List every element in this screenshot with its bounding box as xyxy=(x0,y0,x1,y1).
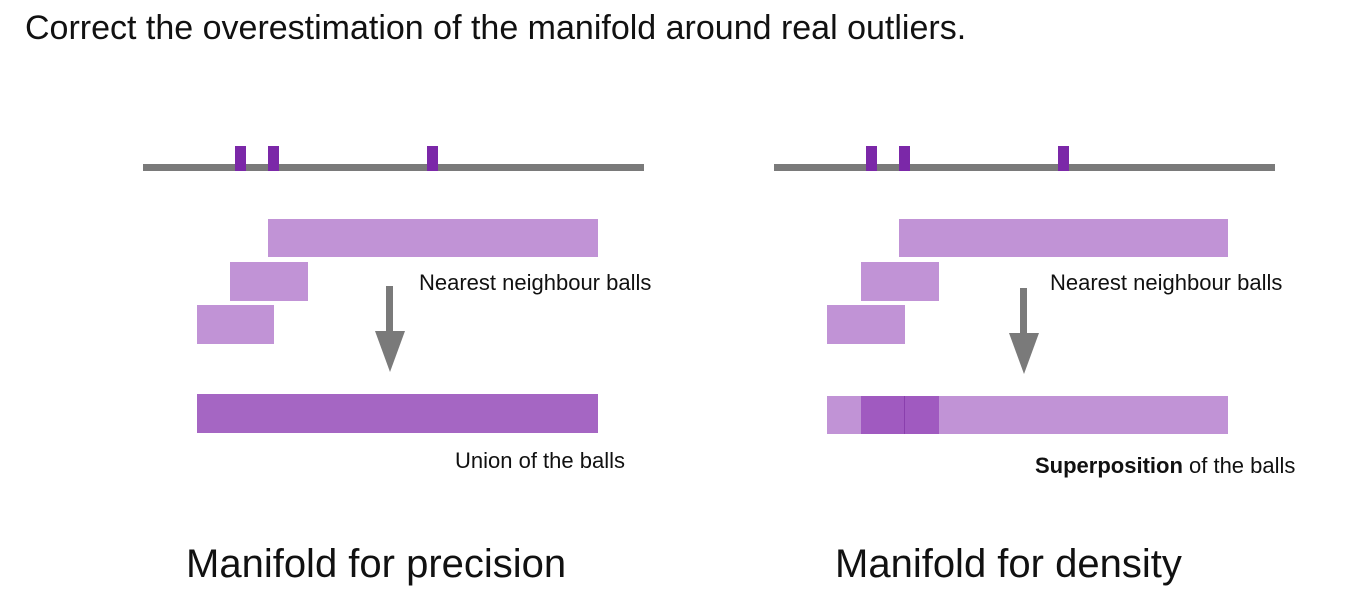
data-point-outlier xyxy=(1058,146,1069,171)
neighbour-ball xyxy=(861,262,939,301)
panel-caption: Manifold for density xyxy=(835,540,1182,588)
balls-label: Nearest neighbour balls xyxy=(1050,270,1282,296)
result-label-bold: Superposition xyxy=(1035,453,1183,478)
panel-caption: Manifold for precision xyxy=(186,540,566,588)
data-axis xyxy=(143,164,644,171)
result-label: Superposition of the balls xyxy=(1035,453,1295,479)
union-of-balls-bar xyxy=(197,394,598,433)
data-point xyxy=(235,146,246,171)
data-axis xyxy=(774,164,1275,171)
neighbour-ball xyxy=(899,219,1228,257)
neighbour-ball xyxy=(268,219,598,257)
neighbour-ball xyxy=(197,305,274,344)
down-arrow-shaft xyxy=(1020,288,1027,334)
precision-panel: Nearest neighbour balls Union of the bal… xyxy=(140,0,760,613)
balls-label: Nearest neighbour balls xyxy=(419,270,651,296)
result-label-rest: of the balls xyxy=(1183,453,1296,478)
data-point-outlier xyxy=(427,146,438,171)
result-label: Union of the balls xyxy=(455,448,625,474)
data-point xyxy=(866,146,877,171)
density-panel: Nearest neighbour balls Superposition of… xyxy=(771,0,1362,613)
down-arrow-icon xyxy=(375,331,405,372)
data-point xyxy=(899,146,910,171)
down-arrow-shaft xyxy=(386,286,393,332)
data-point xyxy=(268,146,279,171)
neighbour-ball xyxy=(230,262,308,301)
neighbour-ball xyxy=(827,305,905,344)
down-arrow-icon xyxy=(1009,333,1039,374)
overlap-divider xyxy=(904,396,905,434)
overlap-region xyxy=(861,396,939,434)
